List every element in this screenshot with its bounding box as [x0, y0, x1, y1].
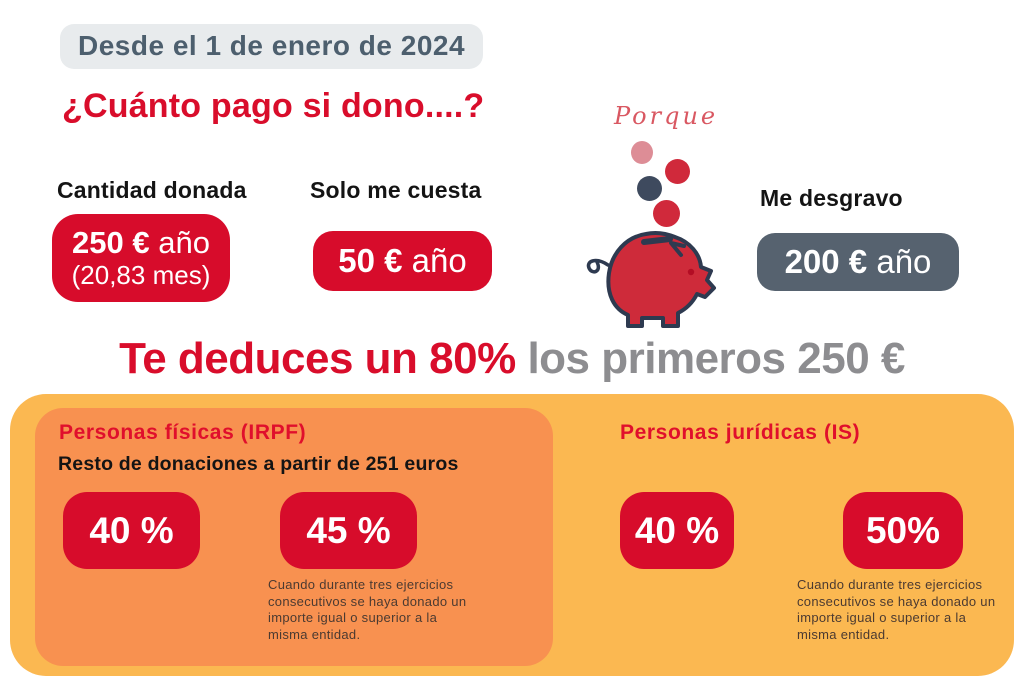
cost-amount: 50 € [338, 242, 403, 280]
juridicas-title: Personas jurídicas (IS) [620, 421, 861, 444]
donated-period: año [149, 224, 210, 260]
fisicas-note: Cuando durante tres ejercicios consecuti… [268, 577, 467, 642]
porque-label: Porque [614, 102, 719, 130]
fisicas-rate-1-badge: 40 % [63, 492, 200, 569]
donated-amount: 250 € [72, 224, 150, 260]
fisicas-title: Personas físicas (IRPF) [59, 421, 307, 444]
donated-amount-line: 250 € año [72, 225, 210, 261]
coin-icon [653, 200, 680, 227]
deduct-amount-badge: 200 € año [757, 233, 959, 291]
donated-label: Cantidad donada [57, 177, 247, 203]
juridicas-rate-2-badge: 50% [843, 492, 963, 569]
cost-period: año [402, 242, 467, 280]
donated-amount-badge: 250 € año (20,83 mes) [52, 214, 230, 302]
coin-icon [631, 141, 653, 164]
page-title: ¿Cuánto pago si dono....? [62, 87, 485, 125]
deduct-period: año [867, 243, 932, 281]
coin-icon [637, 176, 662, 201]
fisicas-rate-2-badge: 45 % [280, 492, 417, 569]
banner-rest: los primeros 250 € [527, 334, 905, 383]
deduct-amount-line: 200 € año [785, 243, 932, 281]
date-badge: Desde el 1 de enero de 2024 [60, 24, 484, 69]
coin-icon [665, 159, 690, 184]
deduction-banner: Te deduces un 80% los primeros 250 € [0, 334, 1024, 384]
juridicas-note: Cuando durante tres ejercicios consecuti… [797, 577, 996, 642]
piggy-bank-icon [586, 231, 716, 328]
fisicas-subtitle: Resto de donaciones a partir de 251 euro… [58, 453, 459, 475]
deduct-label: Me desgravo [760, 185, 903, 211]
deduct-amount: 200 € [784, 243, 868, 281]
donated-monthly: (20,83 mes) [71, 260, 211, 291]
cost-amount-line: 50 € año [338, 242, 466, 280]
juridicas-rate-1-badge: 40 % [620, 492, 734, 569]
banner-highlight: Te deduces un 80% [119, 334, 528, 383]
cost-amount-badge: 50 € año [313, 231, 492, 291]
cost-label: Solo me cuesta [310, 177, 482, 203]
